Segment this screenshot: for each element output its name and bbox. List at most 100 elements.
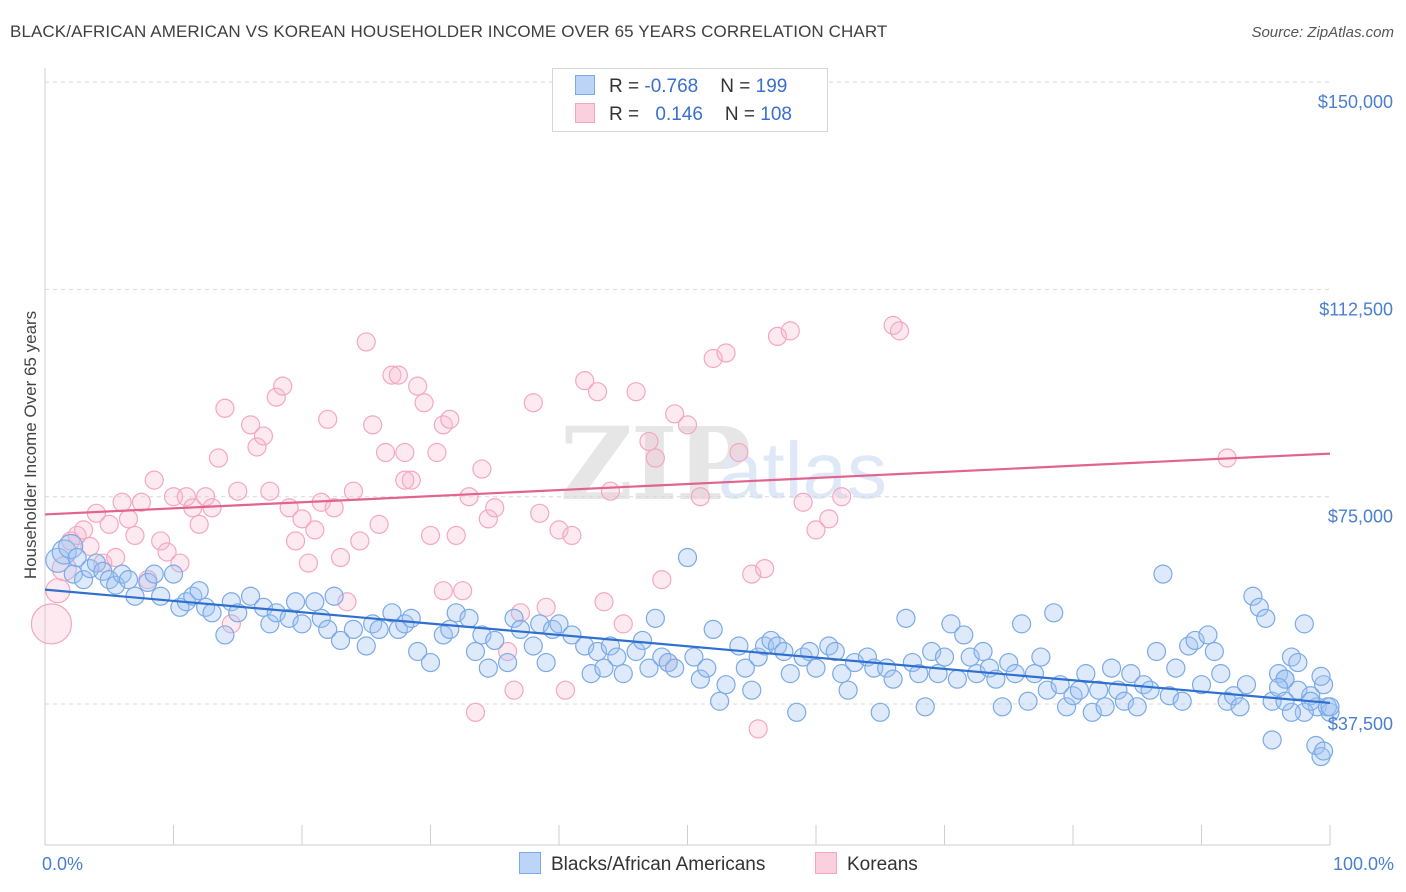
bottom-swatch-black <box>519 852 541 874</box>
black-data-point <box>440 619 460 640</box>
y-tick-label: $75,000 <box>1328 507 1393 527</box>
black-data-point <box>549 614 569 634</box>
legend-row-korean: R = 0.146 N = 108 <box>575 103 792 127</box>
korean-data-point <box>118 509 139 529</box>
black-data-point <box>632 630 653 651</box>
korean-data-point <box>536 597 556 617</box>
korean-data-point <box>382 365 402 385</box>
source-credit: Source: ZipAtlas.com <box>1251 24 1394 41</box>
korean-data-point <box>273 376 293 396</box>
black-data-point <box>1076 664 1096 684</box>
korean-data-point <box>504 680 524 700</box>
black-data-point <box>909 664 929 684</box>
axes <box>44 68 1331 846</box>
black-data-point <box>1153 564 1173 584</box>
korean-data-point <box>131 492 151 512</box>
korean-data-point <box>498 641 518 662</box>
black-data-point <box>1018 691 1038 711</box>
korean-data-point <box>453 581 473 601</box>
korean-data-point <box>356 332 376 352</box>
korean-data-point <box>363 415 383 435</box>
korean-data-point <box>30 603 73 645</box>
legend-r-label: R = <box>609 104 645 125</box>
black-data-point <box>613 664 633 684</box>
korean-data-point <box>530 503 550 523</box>
black-data-point <box>536 652 556 673</box>
black-data-point <box>45 547 71 573</box>
black-data-point <box>915 697 935 717</box>
legend-n-value: 199 <box>755 76 788 97</box>
korean-data-point <box>652 570 672 590</box>
korean-data-point <box>401 470 421 490</box>
bottom-legend-label: Koreans <box>847 854 918 875</box>
korean-data-point <box>330 547 351 568</box>
korean-data-point <box>125 525 145 546</box>
korean-data-point <box>465 702 486 722</box>
black-data-point <box>260 614 280 634</box>
black-data-point <box>838 680 858 700</box>
legend-row-black: R = -0.768 N = 199 <box>575 75 787 99</box>
x-tick-label: 100.0% <box>1333 854 1394 874</box>
korean-data-point <box>305 520 325 540</box>
black-data-point <box>832 664 852 684</box>
watermark-zip: ZIP <box>560 405 751 523</box>
korean-data-point <box>793 492 813 512</box>
black-data-point <box>645 608 665 628</box>
korean-data-point <box>440 409 460 429</box>
bottom-legend-korean: Koreans <box>815 852 918 876</box>
black-data-point <box>73 570 94 590</box>
korean-data-point <box>369 514 389 534</box>
korean-data-point <box>324 498 344 518</box>
korean-data-point <box>253 426 274 446</box>
black-data-point <box>330 630 351 651</box>
black-data-point <box>1095 697 1115 717</box>
korean-data-point <box>806 520 826 540</box>
korean-data-point <box>446 525 466 546</box>
black-data-point <box>735 658 755 678</box>
korean-data-point <box>639 431 659 452</box>
korean-data-point <box>247 437 267 457</box>
korean-data-point <box>562 525 582 546</box>
black-data-point <box>594 658 614 678</box>
black-data-point <box>1249 597 1269 617</box>
korean-data-point <box>748 719 768 739</box>
black-data-point <box>478 658 498 678</box>
black-data-point <box>1011 614 1032 634</box>
black-data-point <box>1275 691 1295 711</box>
black-data-point <box>241 586 261 606</box>
korean-data-point <box>157 542 177 562</box>
black-data-point <box>1069 680 1090 700</box>
black-data-point <box>58 533 84 560</box>
korean-data-point <box>228 481 248 501</box>
black-data-point <box>1146 641 1167 662</box>
black-data-point <box>202 603 222 623</box>
bottom-legend-label: Blacks/African Americans <box>551 854 766 875</box>
black-data-point <box>1031 647 1051 667</box>
black-data-point <box>1288 652 1308 673</box>
black-data-point <box>1236 675 1257 695</box>
black-data-point <box>774 641 794 662</box>
black-data-point <box>883 669 903 689</box>
korean-data-point <box>215 398 235 418</box>
korean-data-point <box>395 470 415 490</box>
black-data-point <box>292 614 312 634</box>
black-data-point <box>1204 641 1224 662</box>
korean-points <box>30 315 1237 739</box>
korean-data-point <box>819 509 839 529</box>
korean-data-point <box>221 614 241 634</box>
korean-data-point <box>600 481 621 501</box>
black-data-point <box>1172 691 1192 711</box>
korean-data-point <box>665 404 685 424</box>
legend-n-label: N = <box>724 104 761 125</box>
black-data-point <box>973 641 993 662</box>
black-data-point <box>1024 664 1045 684</box>
bottom-legend-black: Blacks/African Americans <box>519 852 765 876</box>
black-data-point <box>992 697 1012 717</box>
black-data-point <box>607 647 627 667</box>
korean-data-point <box>151 531 171 551</box>
black-data-point <box>465 641 486 662</box>
black-trend-line <box>44 588 1331 705</box>
black-data-point <box>343 619 363 640</box>
black-data-point <box>401 608 421 628</box>
